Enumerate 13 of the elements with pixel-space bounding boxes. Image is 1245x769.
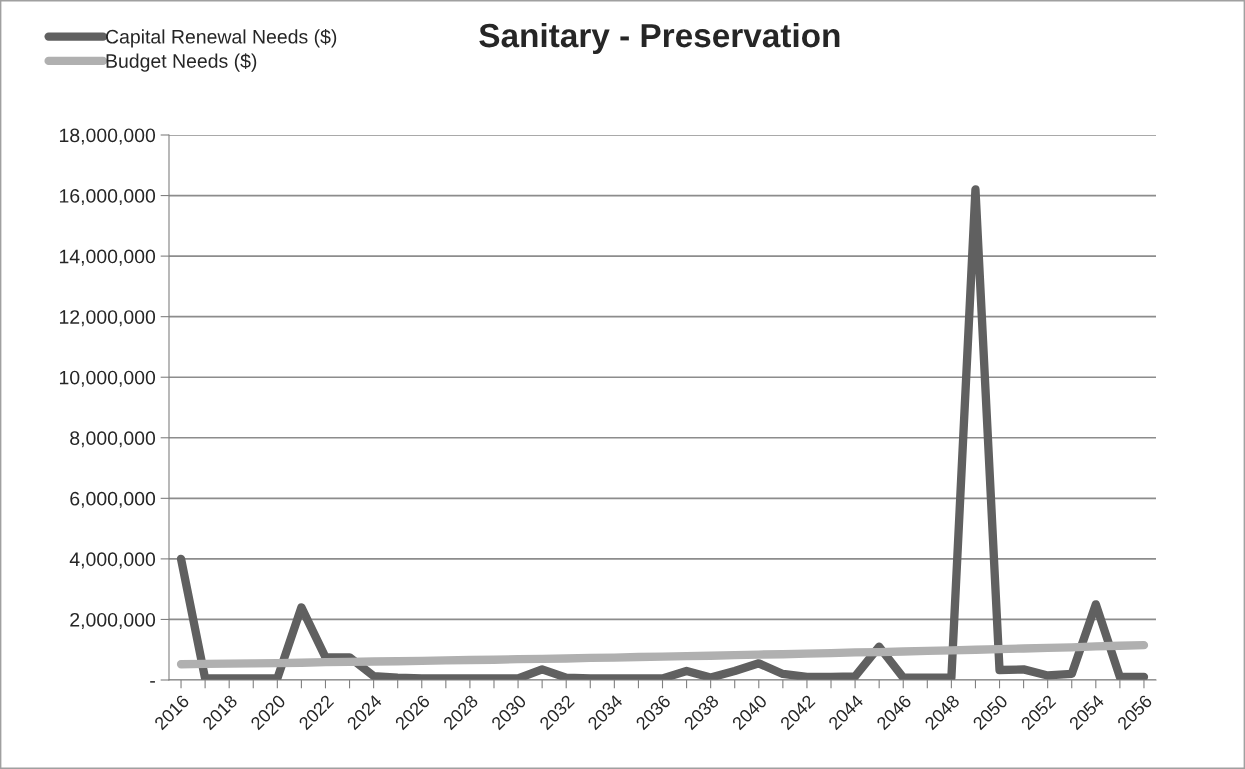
- y-tick-label: 2,000,000: [70, 612, 156, 629]
- y-tick-label: 18,000,000: [59, 128, 156, 145]
- legend-label: Capital Renewal Needs ($): [106, 29, 337, 48]
- legend-label: Budget Needs ($): [106, 53, 257, 72]
- chart-title: Sanitary - Preservation: [479, 22, 840, 54]
- y-tick-label: -: [150, 681, 155, 683]
- y-tick-label: 12,000,000: [59, 310, 156, 327]
- y-tick-label: 8,000,000: [70, 431, 156, 448]
- y-tick-label: 4,000,000: [69, 552, 156, 569]
- y-tick-label: 14,000,000: [59, 249, 156, 266]
- y-tick-label: 10,000,000: [59, 370, 156, 387]
- y-tick-label: 16,000,000: [59, 189, 156, 206]
- y-tick-label: 6,000,000: [70, 491, 156, 508]
